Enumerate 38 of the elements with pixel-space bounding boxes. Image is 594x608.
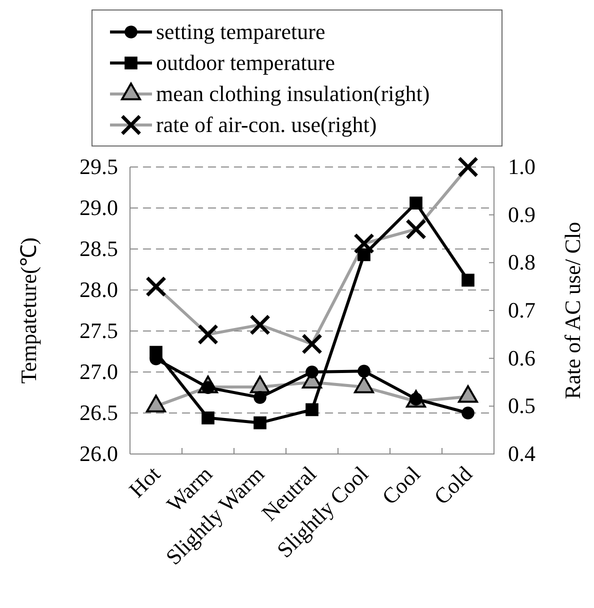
point bbox=[306, 403, 318, 416]
y2-tick-label: 0.5 bbox=[508, 393, 536, 418]
y-tick-label: 28.5 bbox=[80, 236, 118, 262]
x-tick-label: Cold bbox=[429, 461, 477, 510]
point bbox=[250, 376, 270, 394]
y-tick-label: 27.0 bbox=[80, 359, 118, 384]
point bbox=[254, 416, 266, 430]
point bbox=[458, 385, 478, 403]
y-tick-label: 28.0 bbox=[80, 277, 118, 302]
y-tick-label: 26.5 bbox=[80, 400, 118, 426]
y2-tick-label: 0.9 bbox=[508, 202, 536, 227]
x-tick-label: Cool bbox=[377, 461, 425, 510]
point bbox=[462, 274, 474, 287]
y-tick-label: 26.0 bbox=[80, 441, 118, 466]
point bbox=[202, 412, 214, 424]
y2-axis-title: Rate of AC use/ Clo bbox=[560, 222, 585, 400]
y-axis-title: Tempateture(℃) bbox=[16, 237, 41, 384]
y2-tick-label: 0.7 bbox=[508, 298, 536, 323]
point bbox=[254, 391, 266, 404]
point bbox=[354, 376, 374, 394]
point bbox=[358, 364, 370, 378]
point bbox=[410, 196, 422, 210]
legend-label: rate of air-con. use(right) bbox=[156, 112, 377, 137]
y-tick-label: 29.0 bbox=[80, 195, 118, 220]
legend-label: outdoor temperature bbox=[156, 50, 335, 75]
point bbox=[462, 406, 474, 420]
x-tick-label: Hot bbox=[124, 461, 165, 502]
legend-label: setting tempareture bbox=[156, 19, 326, 44]
y-tick-label: 27.5 bbox=[80, 318, 118, 344]
point bbox=[358, 248, 370, 262]
y2-tick-label: 0.6 bbox=[508, 345, 536, 370]
point bbox=[146, 394, 166, 412]
point bbox=[306, 366, 318, 378]
y2-tick-label: 1.0 bbox=[508, 154, 536, 180]
legend-label: mean clothing insulation(right) bbox=[156, 81, 430, 106]
y-tick-label: 29.5 bbox=[80, 154, 118, 180]
y2-tick-label: 0.8 bbox=[508, 250, 536, 275]
y2-tick-label: 0.4 bbox=[508, 441, 536, 466]
